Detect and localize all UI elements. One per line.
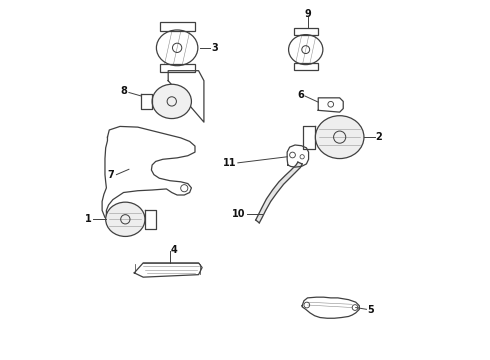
Polygon shape <box>285 170 295 178</box>
Ellipse shape <box>106 202 145 237</box>
Text: 4: 4 <box>171 245 178 255</box>
Text: 10: 10 <box>232 208 245 219</box>
Text: 8: 8 <box>120 86 127 96</box>
Polygon shape <box>256 215 262 223</box>
Polygon shape <box>267 190 277 202</box>
Text: 3: 3 <box>211 43 218 53</box>
Text: 7: 7 <box>107 170 114 180</box>
Polygon shape <box>296 162 302 167</box>
Polygon shape <box>279 176 290 184</box>
Ellipse shape <box>152 84 192 118</box>
Text: 9: 9 <box>304 9 311 19</box>
Bar <box>294 63 318 70</box>
Polygon shape <box>262 199 270 210</box>
Text: 6: 6 <box>297 90 304 100</box>
Bar <box>160 22 195 31</box>
Text: 1: 1 <box>85 214 92 224</box>
Bar <box>160 64 195 72</box>
Text: 5: 5 <box>368 305 374 315</box>
Ellipse shape <box>316 116 364 158</box>
Polygon shape <box>272 182 284 193</box>
Polygon shape <box>258 208 266 217</box>
Text: 2: 2 <box>376 132 383 142</box>
Text: 11: 11 <box>223 158 237 168</box>
Polygon shape <box>291 165 300 173</box>
Bar <box>294 28 318 35</box>
